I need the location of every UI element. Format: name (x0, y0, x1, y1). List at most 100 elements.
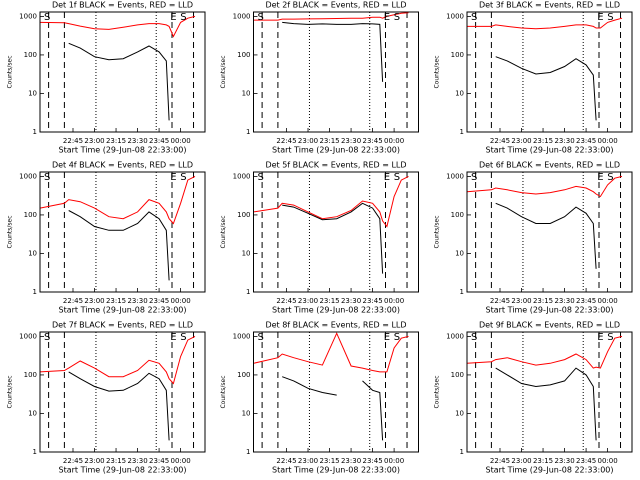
x-tick-label: 23:30 (554, 137, 574, 145)
x-tick-label: 23:30 (554, 297, 574, 305)
panel: Det 1f BLACK = Events, RED = LLD Counts/s… (7, 1, 206, 155)
series-line (39, 15, 196, 38)
y-tick-label: 1000 (233, 332, 251, 340)
series-line (253, 332, 409, 373)
annotation: E (597, 332, 603, 343)
annotation: S (607, 332, 613, 343)
series-line (39, 335, 196, 385)
y-tick-label: 1 (460, 288, 464, 296)
x-tick-label: 00:00 (598, 457, 618, 465)
x-axis-label: Start Time (29-Jun-08 22:33:00) (59, 146, 187, 155)
annotation: S (180, 172, 186, 183)
chart-title: Det 4f BLACK = Events, RED = LLD (52, 161, 193, 170)
annotation: S (471, 172, 477, 183)
chart-title: Det 5f BLACK = Events, RED = LLD (265, 161, 406, 170)
y-tick-label: 10 (28, 249, 37, 257)
x-tick-label: 23:15 (533, 457, 553, 465)
annotation: E (597, 172, 603, 183)
x-tick-label: 23:45 (362, 297, 382, 305)
x-tick-label: 00:00 (598, 297, 618, 305)
y-tick-label: 1 (246, 128, 250, 136)
x-tick-label: 23:30 (127, 457, 147, 465)
x-tick-label: 22:45 (63, 137, 83, 145)
y-tick-label: 1000 (446, 332, 464, 340)
annotation: S (471, 332, 477, 343)
y-tick-label: 1000 (233, 12, 251, 20)
series-line (68, 371, 170, 441)
series-line (466, 175, 623, 198)
chart-title: Det 6f BLACK = Events, RED = LLD (479, 161, 620, 170)
chart-title: Det 3f BLACK = Events, RED = LLD (479, 1, 620, 10)
plot-frame (253, 11, 419, 133)
y-tick-label: 10 (455, 89, 464, 97)
x-axis-label: Start Time (29-Jun-08 22:33:00) (272, 146, 400, 155)
x-tick-label: 23:45 (576, 137, 596, 145)
annotation: S (394, 12, 400, 23)
x-axis-label: Start Time (29-Jun-08 22:33:00) (486, 146, 614, 155)
annotation: E (170, 332, 176, 343)
x-tick-label: 00:00 (171, 297, 191, 305)
annotation: S (44, 332, 50, 343)
y-axis-label: Counts/sec (7, 375, 14, 408)
annotation: E (384, 332, 390, 343)
x-axis-label: Start Time (29-Jun-08 22:33:00) (272, 466, 400, 475)
x-tick-label: 22:45 (63, 297, 83, 305)
x-tick-label: 23:30 (341, 297, 361, 305)
x-axis-label: Start Time (29-Jun-08 22:33:00) (59, 306, 187, 315)
annotation: S (44, 12, 50, 23)
y-axis-label: Counts/sec (434, 215, 441, 248)
y-tick-label: 10 (242, 89, 251, 97)
y-tick-label: 100 (237, 371, 250, 379)
y-tick-label: 10 (455, 409, 464, 417)
x-tick-label: 22:45 (276, 457, 296, 465)
series-line (68, 210, 170, 281)
y-axis-label: Counts/sec (434, 375, 441, 408)
y-axis-label: Counts/sec (7, 215, 14, 248)
x-axis-label: Start Time (29-Jun-08 22:33:00) (486, 306, 614, 315)
y-tick-label: 1 (246, 288, 250, 296)
x-tick-label: 23:15 (319, 137, 339, 145)
x-tick-label: 23:00 (298, 297, 318, 305)
x-tick-label: 22:45 (276, 297, 296, 305)
y-tick-label: 100 (24, 371, 37, 379)
x-tick-label: 23:30 (341, 457, 361, 465)
panel: Det 3f BLACK = Events, RED = LLD Counts/s… (434, 1, 633, 155)
annotation: E (384, 12, 390, 23)
chart-title: Det 7f BLACK = Events, RED = LLD (52, 321, 193, 330)
annotation: S (180, 332, 186, 343)
annotation: E (597, 12, 603, 23)
annotation: S (394, 332, 400, 343)
annotation: S (607, 172, 613, 183)
annotation: S (257, 172, 263, 183)
x-tick-label: 23:00 (511, 297, 531, 305)
y-tick-label: 10 (28, 89, 37, 97)
plot-frame (39, 171, 206, 293)
x-tick-label: 23:15 (319, 457, 339, 465)
y-axis-label: Counts/sec (7, 55, 14, 88)
y-tick-label: 1000 (446, 12, 464, 20)
panel: Det 8f BLACK = Events, RED = LLD Counts/s… (220, 321, 419, 475)
annotation: S (471, 12, 477, 23)
y-tick-label: 1 (460, 448, 464, 456)
panel: Det 9f BLACK = Events, RED = LLD Counts/s… (434, 321, 633, 475)
x-tick-label: 23:00 (84, 137, 104, 145)
series-line (282, 21, 384, 82)
panel: Det 5f BLACK = Events, RED = LLD Counts/s… (220, 161, 419, 315)
chart-title: Det 8f BLACK = Events, RED = LLD (265, 321, 406, 330)
x-tick-label: 00:00 (384, 137, 404, 145)
panel: Det 4f BLACK = Events, RED = LLD Counts/s… (7, 161, 206, 315)
panel: Det 6f BLACK = Events, RED = LLD Counts/s… (434, 161, 633, 315)
plot-frame (466, 11, 633, 133)
y-tick-label: 100 (24, 51, 37, 59)
series-line (253, 12, 409, 21)
x-tick-label: 23:45 (149, 457, 169, 465)
plot-frame (39, 11, 206, 133)
annotation: E (170, 12, 176, 23)
x-tick-label: 23:15 (533, 297, 553, 305)
x-tick-label: 23:00 (84, 297, 104, 305)
x-tick-label: 23:15 (319, 297, 339, 305)
annotation: S (180, 12, 186, 23)
annotation: E (170, 172, 176, 183)
x-tick-label: 00:00 (171, 457, 191, 465)
